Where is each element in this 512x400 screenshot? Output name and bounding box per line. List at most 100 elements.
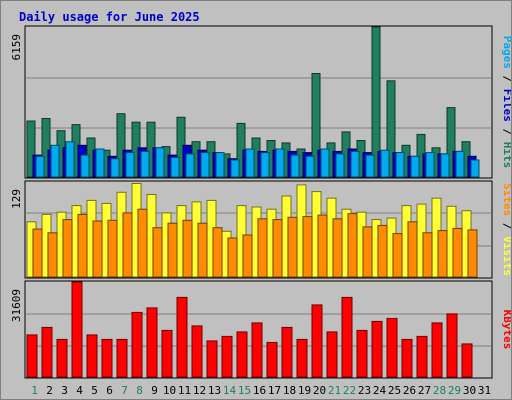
legend-sites: Sites xyxy=(501,183,511,216)
bar-sites-day-24 xyxy=(377,224,388,278)
bar-sites-day-30 xyxy=(467,229,478,278)
bar-sites-day-12 xyxy=(197,222,208,278)
bar-pages-day-1 xyxy=(35,155,45,178)
x-tick-label: 21 xyxy=(328,384,341,397)
x-tick-label: 17 xyxy=(268,384,281,397)
x-tick-label: 6 xyxy=(106,384,113,397)
series-sites xyxy=(32,208,478,278)
bar-sites-day-8 xyxy=(137,208,148,278)
bar-pages-day-22 xyxy=(350,150,360,178)
bar-pages-day-13 xyxy=(215,152,225,178)
bar-sites-day-7 xyxy=(122,212,133,278)
bar-pages-day-17 xyxy=(275,148,285,178)
bar-kbytes-day-1 xyxy=(26,334,38,378)
bar-sites-day-4 xyxy=(77,213,88,278)
bar-pages-day-8 xyxy=(140,150,150,178)
y-max-label: 129 xyxy=(10,189,23,209)
series-visits xyxy=(26,183,472,278)
legend-kbytes: KBytes xyxy=(501,310,511,350)
bar-sites-day-10 xyxy=(167,222,178,278)
bar-pages-day-21 xyxy=(335,153,345,178)
x-tick-label: 20 xyxy=(313,384,326,397)
bar-hits-day-7 xyxy=(116,113,126,178)
legend-separator: / xyxy=(501,69,511,89)
legend-separator: / xyxy=(501,122,511,142)
bar-kbytes-day-17 xyxy=(266,341,278,378)
bar-sites-day-9 xyxy=(152,227,163,278)
bar-pages-day-10 xyxy=(170,157,180,178)
bar-pages-day-15 xyxy=(245,148,255,178)
bar-kbytes-day-22 xyxy=(341,296,353,378)
panel-visits-sites: 129 Sites / Visits xyxy=(10,180,511,279)
bar-sites-day-16 xyxy=(257,218,268,278)
x-tick-label: 23 xyxy=(358,384,371,397)
bar-kbytes-day-9 xyxy=(146,307,158,378)
bar-pages-day-12 xyxy=(200,152,210,178)
x-tick-label: 28 xyxy=(433,384,446,397)
bar-kbytes-day-15 xyxy=(236,331,248,378)
x-tick-label: 10 xyxy=(163,384,176,397)
bar-kbytes-day-13 xyxy=(206,340,218,378)
bar-sites-day-17 xyxy=(272,219,283,278)
bar-sites-day-14 xyxy=(227,237,238,278)
x-tick-label: 18 xyxy=(283,384,296,397)
bar-kbytes-day-27 xyxy=(416,335,428,378)
bar-sites-day-5 xyxy=(92,220,103,278)
bar-pages-day-25 xyxy=(395,152,405,178)
bar-pages-day-26 xyxy=(410,155,420,178)
panel-kbytes: 31609 KBytes xyxy=(10,280,511,379)
bar-sites-day-26 xyxy=(407,221,418,278)
bar-pages-day-5 xyxy=(95,148,105,178)
bar-pages-day-23 xyxy=(365,154,375,178)
x-tick-label: 13 xyxy=(208,384,221,397)
x-tick-label: 24 xyxy=(373,384,387,397)
bar-kbytes-day-24 xyxy=(371,320,383,378)
bar-kbytes-day-12 xyxy=(191,325,203,378)
series-pages xyxy=(35,141,480,178)
bar-pages-day-4 xyxy=(80,154,90,178)
bar-pages-day-2 xyxy=(50,144,60,178)
x-tick-label: 30 xyxy=(463,384,476,397)
x-tick-label: 22 xyxy=(343,384,356,397)
x-tick-label: 19 xyxy=(298,384,311,397)
bar-kbytes-day-2 xyxy=(41,326,53,378)
bar-kbytes-day-30 xyxy=(461,343,473,378)
bar-sites-day-27 xyxy=(422,232,433,278)
bar-sites-day-20 xyxy=(317,214,328,278)
bar-hits-day-24 xyxy=(371,26,381,178)
bar-sites-day-6 xyxy=(107,219,118,278)
panel-hits-files-pages: 6159 Pages / Files / Hits xyxy=(10,25,511,179)
x-tick-label: 9 xyxy=(151,384,158,397)
series-kbytes xyxy=(26,281,473,378)
bar-sites-day-11 xyxy=(182,219,193,278)
legend-pages: Pages xyxy=(501,36,511,69)
bar-sites-day-23 xyxy=(362,226,373,278)
x-tick-label: 16 xyxy=(253,384,266,397)
x-tick-label: 31 xyxy=(478,384,491,397)
legend-files: Files xyxy=(501,89,511,122)
bar-hits-day-1 xyxy=(26,120,36,178)
bar-hits-day-29 xyxy=(446,107,456,178)
x-axis-labels: 1 2 3 4 5 6 7 8 9 10 11 12 13 14 15 16 17 18 19 20 21 22 23 24 2… xyxy=(31,384,491,397)
x-tick-label: 4 xyxy=(76,384,83,397)
bar-pages-day-24 xyxy=(380,149,390,178)
x-tick-label: 14 xyxy=(223,384,237,397)
bar-kbytes-day-5 xyxy=(86,334,98,378)
bar-sites-day-21 xyxy=(332,218,343,278)
bar-kbytes-day-26 xyxy=(401,338,413,378)
bar-kbytes-day-20 xyxy=(311,304,323,378)
bar-pages-day-7 xyxy=(125,152,135,178)
bar-kbytes-day-19 xyxy=(296,338,308,378)
bar-hits-day-25 xyxy=(386,80,396,178)
bar-sites-day-3 xyxy=(62,219,73,278)
bar-kbytes-day-4 xyxy=(71,281,83,378)
x-tick-label: 8 xyxy=(136,384,143,397)
bar-kbytes-day-10 xyxy=(161,329,173,378)
bar-kbytes-day-21 xyxy=(326,331,338,378)
bar-sites-day-19 xyxy=(302,216,313,278)
x-tick-label: 27 xyxy=(418,384,431,397)
x-tick-label: 1 xyxy=(31,384,38,397)
bar-kbytes-day-3 xyxy=(56,338,68,378)
